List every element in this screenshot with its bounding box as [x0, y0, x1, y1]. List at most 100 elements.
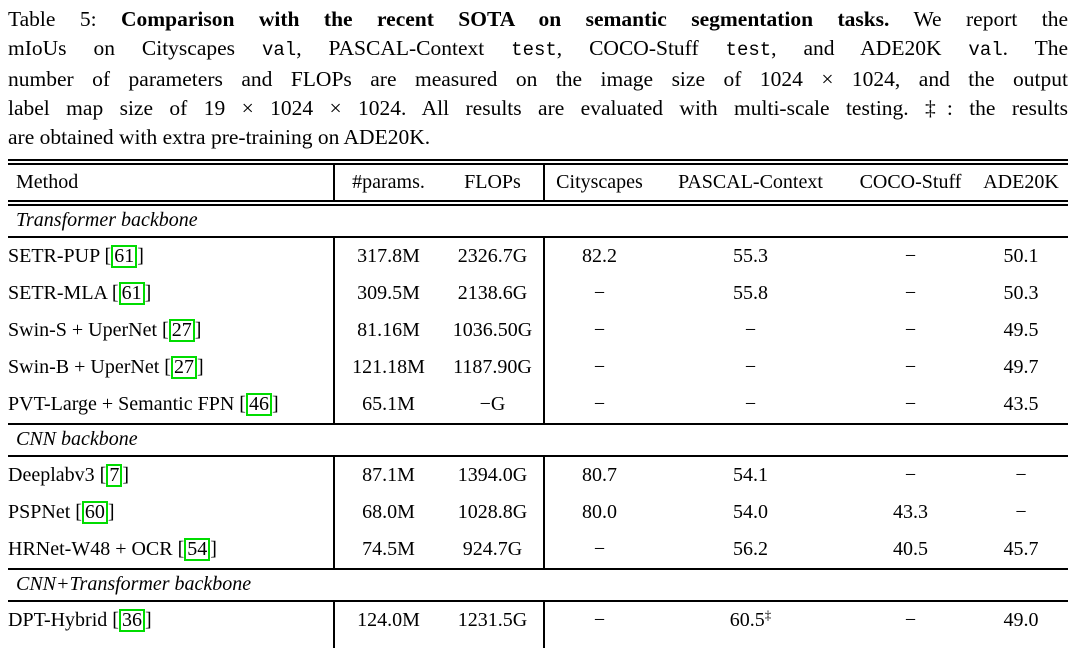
citation-link[interactable]: 61 [111, 244, 138, 268]
column-header-ade20k: ADE20K [974, 161, 1068, 206]
citation-link[interactable]: 54 [184, 537, 211, 561]
section-label: CNN backbone [8, 422, 1068, 457]
coco-stuff-cell: 43.3 [893, 500, 928, 523]
ade20k-cell: 50.0 [974, 639, 1068, 648]
section-row-cnn-backbone: CNN backbone [8, 422, 1068, 457]
flops-cell: 1187.90G [442, 348, 545, 386]
section-label: CNN+Transformer backbone [8, 567, 1068, 602]
table-row: SETR-PUP [61] 317.8M 2326.7G 82.2 55.3 − 50.1 [8, 236, 1068, 275]
params-cell: 124.0M [357, 608, 420, 631]
ade20k-cell: 49.5 [1003, 318, 1039, 341]
citation-link[interactable]: 60 [81, 500, 108, 524]
params-cell: 121.18M [352, 355, 425, 378]
params-cell: 309.5M [357, 281, 420, 304]
method-cell: HRNet-W48 + OCR [54] [8, 530, 335, 569]
column-header-method: Method [8, 161, 335, 206]
ade20k-cell: 45.7 [1003, 537, 1039, 560]
ade20k-cell: − [1015, 463, 1027, 486]
params-cell: 68.0M [362, 500, 415, 523]
flops-cell: 1036.50G [442, 311, 545, 349]
citation-link[interactable]: 36 [118, 608, 145, 632]
table-row: PSPNet [60] 68.0M 1028.8G 80.0 54.0 43.3 − [8, 493, 1068, 531]
column-header-pascal-context: PASCAL-Context [654, 161, 847, 206]
ade20k-cell: − [1015, 500, 1027, 523]
caption-text: Table 5: [8, 7, 121, 31]
params-cell: 74.5M [362, 537, 415, 560]
caption-line: are obtained with extra pre-training on … [8, 123, 1068, 152]
cityscapes-cell: − [593, 318, 606, 341]
params-cell: 65.1M [362, 392, 415, 415]
caption-text: , and ADE20K [771, 35, 969, 60]
cityscapes-cell: 82.6 [544, 639, 654, 648]
caption-code-text: val [968, 38, 1003, 61]
table-row: Swin-B + UperNet [27] 121.18M 1187.90G − − − 4… [8, 348, 1068, 386]
coco-stuff-cell: − [904, 608, 917, 631]
table-header: Method #params. FLOPs Cityscapes PASCAL-Cont… [8, 161, 1068, 206]
caption-bold-text: Comparison with the recent SOTA on seman… [121, 7, 890, 31]
table-row: SETR-MLA [61] 309.5M 2138.6G − 55.8 − 50.3 [8, 274, 1068, 312]
caption-text: We report the [889, 7, 1069, 31]
citation-link[interactable]: 27 [168, 318, 195, 342]
pascal-context-cell: 55.3 [733, 244, 768, 267]
citation-link[interactable]: 46 [245, 392, 272, 416]
caption-text: . The [1002, 35, 1068, 60]
method-cell: SETR-MLA [61] [8, 274, 335, 312]
section-label: Transformer backbone [8, 201, 1068, 238]
caption-line: Table 5: Comparison with the recent SOTA… [8, 5, 1068, 34]
cityscapes-cell: 80.7 [582, 463, 617, 486]
flops-cell: 2138.6G [442, 274, 545, 312]
caption-text: are obtained with extra pre-training on … [8, 124, 431, 149]
column-header-flops: FLOPs [442, 161, 545, 206]
caption-code-text: val [261, 38, 297, 61]
results-table: Method #params. FLOPs Cityscapes PASCAL-Cont… [8, 158, 1068, 648]
caption-text: , PASCAL-Context [296, 35, 512, 60]
cityscapes-cell: − [593, 392, 606, 415]
flops-cell: 924.7G [442, 530, 545, 569]
table-row: Deeplabv3 [7] 87.1M 1394.0G 80.7 54.1 − − [8, 455, 1068, 494]
header-row: Method #params. FLOPs Cityscapes PASCAL-Cont… [8, 161, 1068, 206]
coco-stuff-cell: 43.3 [847, 639, 974, 648]
citation-link[interactable]: 27 [170, 355, 197, 379]
method-cell: PSPNet [60] [8, 493, 335, 531]
table-row: DPT-Hybrid [36] 124.0M 1231.5G − 60.5‡ − 49.0 [8, 600, 1068, 639]
cityscapes-cell: − [593, 281, 606, 304]
table-caption: Table 5: Comparison with the recent SOTA… [8, 5, 1068, 152]
cityscapes-cell: − [593, 355, 606, 378]
params-cell: 81.16M [357, 318, 420, 341]
pascal-context-cell: − [744, 318, 757, 341]
section-row-transformer-backbone: Transformer backbone [8, 201, 1068, 238]
method-cell: Swin-B + UperNet [27] [8, 348, 335, 386]
caption-text: , COCO-Stuff [556, 35, 726, 60]
method-cell: DPT-Hybrid [36] [8, 600, 335, 639]
cityscapes-cell: 80.0 [582, 500, 617, 523]
caption-text: mIoUs on Cityscapes [8, 35, 262, 60]
table-body: Transformer backbone SETR-PUP [61] 317.8M 2… [8, 201, 1068, 648]
coco-stuff-cell: 40.5 [893, 537, 928, 560]
coco-stuff-cell: − [904, 392, 917, 415]
table-row: HRNet-W48 + OCR [54] 74.5M 924.7G − 56.2 40.5… [8, 530, 1068, 569]
pascal-context-cell: 54.0 [733, 500, 768, 523]
column-header-params: #params. [334, 161, 442, 206]
caption-text: number of parameters and FLOPs are measu… [8, 66, 1068, 91]
params-cell: 87.1M [362, 463, 415, 486]
flops-cell: 2326.7G [442, 236, 545, 275]
caption-line: label map size of 19 × 1024 × 1024. All … [8, 94, 1068, 123]
coco-stuff-cell: − [904, 355, 917, 378]
footnote-marker: ‡ [764, 606, 772, 622]
method-cell: HRT-B + OCR [8, 638, 335, 648]
caption-line: number of parameters and FLOPs are measu… [8, 65, 1068, 94]
citation-link[interactable]: 7 [106, 463, 123, 487]
pascal-context-cell: − [744, 392, 757, 415]
coco-stuff-cell: − [904, 463, 917, 486]
table-row: Swin-S + UperNet [27] 81.16M 1036.50G − − − 49… [8, 311, 1068, 349]
caption-code-text: test [511, 38, 557, 61]
method-cell: Deeplabv3 [7] [8, 455, 335, 494]
citation-link[interactable]: 61 [118, 281, 145, 305]
ade20k-cell: 43.5 [1003, 392, 1039, 415]
cityscapes-cell: − [593, 608, 606, 631]
table-row: PVT-Large + Semantic FPN [46] 65.1M −G − − − 4… [8, 385, 1068, 424]
flops-cell: 1028.8G [442, 493, 545, 531]
caption-code-text: test [725, 38, 772, 61]
flops-cell: 1394.0G [442, 455, 545, 494]
pascal-context-cell: 58.5 [654, 639, 847, 648]
